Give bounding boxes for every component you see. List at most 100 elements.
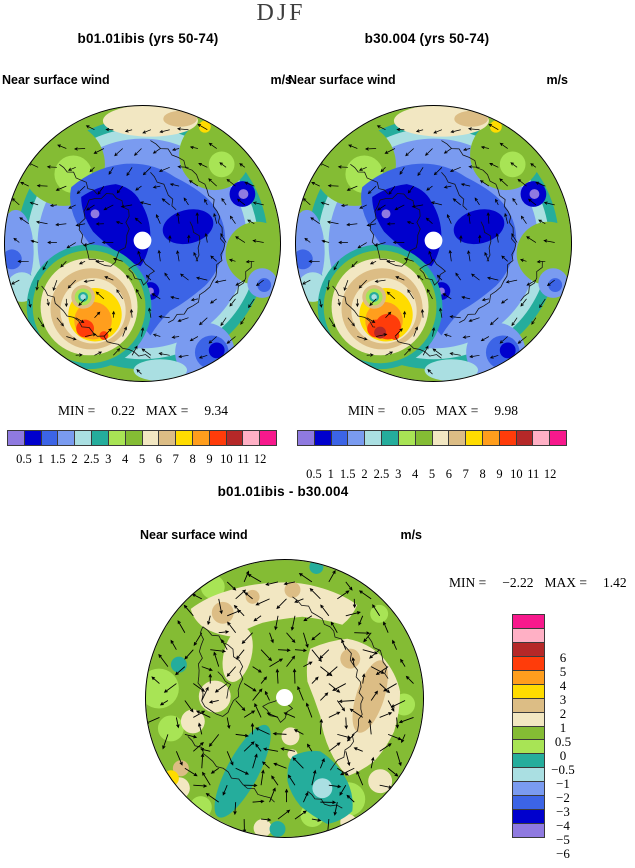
max-label: MAX = [435,403,479,418]
colorbar-segment [330,430,349,446]
colorbar-tick-label: 5 [428,467,436,481]
colorbar-segment [515,430,534,446]
colorbar-segment [74,430,93,446]
colorbar-tick-label: 0 [559,748,567,763]
panel-right-units: m/s [546,73,568,87]
colorbar-segment [512,711,545,727]
map-rim [144,558,425,839]
colorbar-segment [512,739,545,755]
min-label: MIN = [58,403,96,418]
colorbar-segment [512,669,545,685]
colorbar-segment [512,767,545,783]
colorbar-tick-label: 4 [122,452,129,466]
colorbar-tick-label: 2 [71,452,78,466]
max-label: MAX = [145,403,189,418]
colorbar-segment [532,430,551,446]
colorbar-tick-label: −3 [556,804,570,819]
colorbar-tick-label: 1 [327,467,334,481]
colorbar-tick-label: 1 [37,452,44,466]
colorbar-segment [512,655,545,671]
colorbar-right [297,430,567,446]
colorbar-tick-label: 0.5 [16,452,32,466]
colorbar-segment [364,430,383,446]
max-value: 9.34 [204,403,228,418]
panel-left-field-label: Near surface wind [2,73,110,87]
max-value: 9.98 [494,403,518,418]
colorbar-segment [191,430,210,446]
colorbar-segment [549,430,567,446]
map-diff-polar-contour [143,557,426,840]
colorbar-tick-label: −4 [556,818,570,833]
colorbar-diff-vertical [512,614,545,838]
max-label: MAX = [544,575,588,590]
pole-hole [276,689,293,706]
colorbar-segment [414,430,433,446]
colorbar-tick-label: −1 [556,776,570,791]
colorbar-segment [57,430,76,446]
colorbar-tick-label: 11 [237,452,250,466]
colorbar-tick-label: 1.5 [339,467,356,481]
colorbar-left-ticks: 0.5 1 1.5 2 2.5 3 4 5 6 7 8 9 10 11 12 [7,452,277,467]
pole-hole [424,231,443,250]
colorbar-segment [347,430,366,446]
colorbar-segment [512,795,545,811]
min-value: 0.05 [401,403,425,418]
colorbar-segment [225,430,244,446]
colorbar-tick-label: 0.5 [554,734,572,749]
colorbar-segment [141,430,160,446]
wind-vector-arrows [145,569,414,835]
colorbar-segment [512,753,545,769]
colorbar-tick-label: 9 [496,467,503,481]
colorbar-tick-label: 7 [172,452,179,466]
colorbar-tick-label: 2 [559,706,567,721]
colorbar-tick-label: 6 [155,452,162,466]
panel-diff-field-label: Near surface wind [140,528,248,542]
panel-right-field-row: Near surface wind m/s [288,73,568,87]
map-rim [3,104,282,383]
colorbar-tick-label: −0.5 [551,762,575,777]
colorbar-segment [465,430,483,446]
colorbar-segment [512,697,545,713]
colorbar-tick-label: 11 [527,467,540,481]
colorbar-tick-label: 2 [361,467,368,481]
colorbar-tick-label: 3 [395,467,402,481]
colorbar-segment [431,430,450,446]
colorbar-tick-label: 5 [559,664,567,679]
colorbar-tick-label: 1.5 [49,452,66,466]
panel-diff-title: b01.01ibis - b30.004 [217,484,349,499]
panel-left-units: m/s [270,73,292,87]
colorbar-segment [7,430,25,446]
min-label: MIN = [449,575,487,590]
colorbar-tick-label: −6 [556,846,570,861]
map-right-polar-contour [293,103,574,384]
colorbar-segment [158,430,177,446]
pole-hole [133,231,152,250]
colorbar-right-ticks: 0.5 1 1.5 2 2.5 3 4 5 6 7 8 9 10 11 12 [297,467,567,482]
panel-right-stats: MIN = 0.05 MAX = 9.98 [298,403,568,419]
colorbar-tick-label: 1 [559,720,567,735]
colorbar-segment [124,430,143,446]
max-value: 1.42 [603,575,627,590]
panel-right-field-label: Near surface wind [288,73,396,87]
colorbar-segment [512,641,545,657]
colorbar-tick-label: 2.5 [83,452,100,466]
colorbar-tick-label: 5 [138,452,146,466]
colorbar-segment [107,430,126,446]
colorbar-segment [91,430,109,446]
min-value: 0.22 [111,403,135,418]
colorbar-segment [175,430,193,446]
colorbar-tick-label: 10 [220,452,233,466]
colorbar-tick-label: 2.5 [373,467,390,481]
colorbar-tick-label: 3 [105,452,112,466]
map-left-polar-contour [2,103,283,384]
colorbar-tick-label: 10 [510,467,523,481]
colorbar-tick-label: 7 [462,467,469,481]
colorbar-tick-label: 12 [543,467,557,481]
colorbar-segment [23,430,42,446]
colorbar-segment [512,627,545,643]
colorbar-tick-label: 9 [206,452,213,466]
colorbar-segment [313,430,332,446]
map-rim [294,104,573,383]
colorbar-tick-label: 4 [412,467,419,481]
panel-diff-units: m/s [400,528,422,542]
